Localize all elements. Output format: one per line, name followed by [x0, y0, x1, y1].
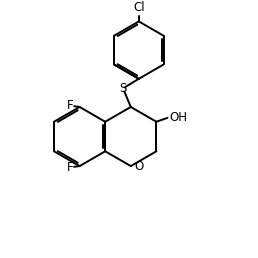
Text: OH: OH — [170, 111, 188, 124]
Text: F: F — [67, 161, 74, 174]
Text: Cl: Cl — [133, 2, 145, 14]
Text: S: S — [120, 83, 127, 95]
Text: F: F — [67, 99, 74, 112]
Text: O: O — [134, 160, 143, 173]
